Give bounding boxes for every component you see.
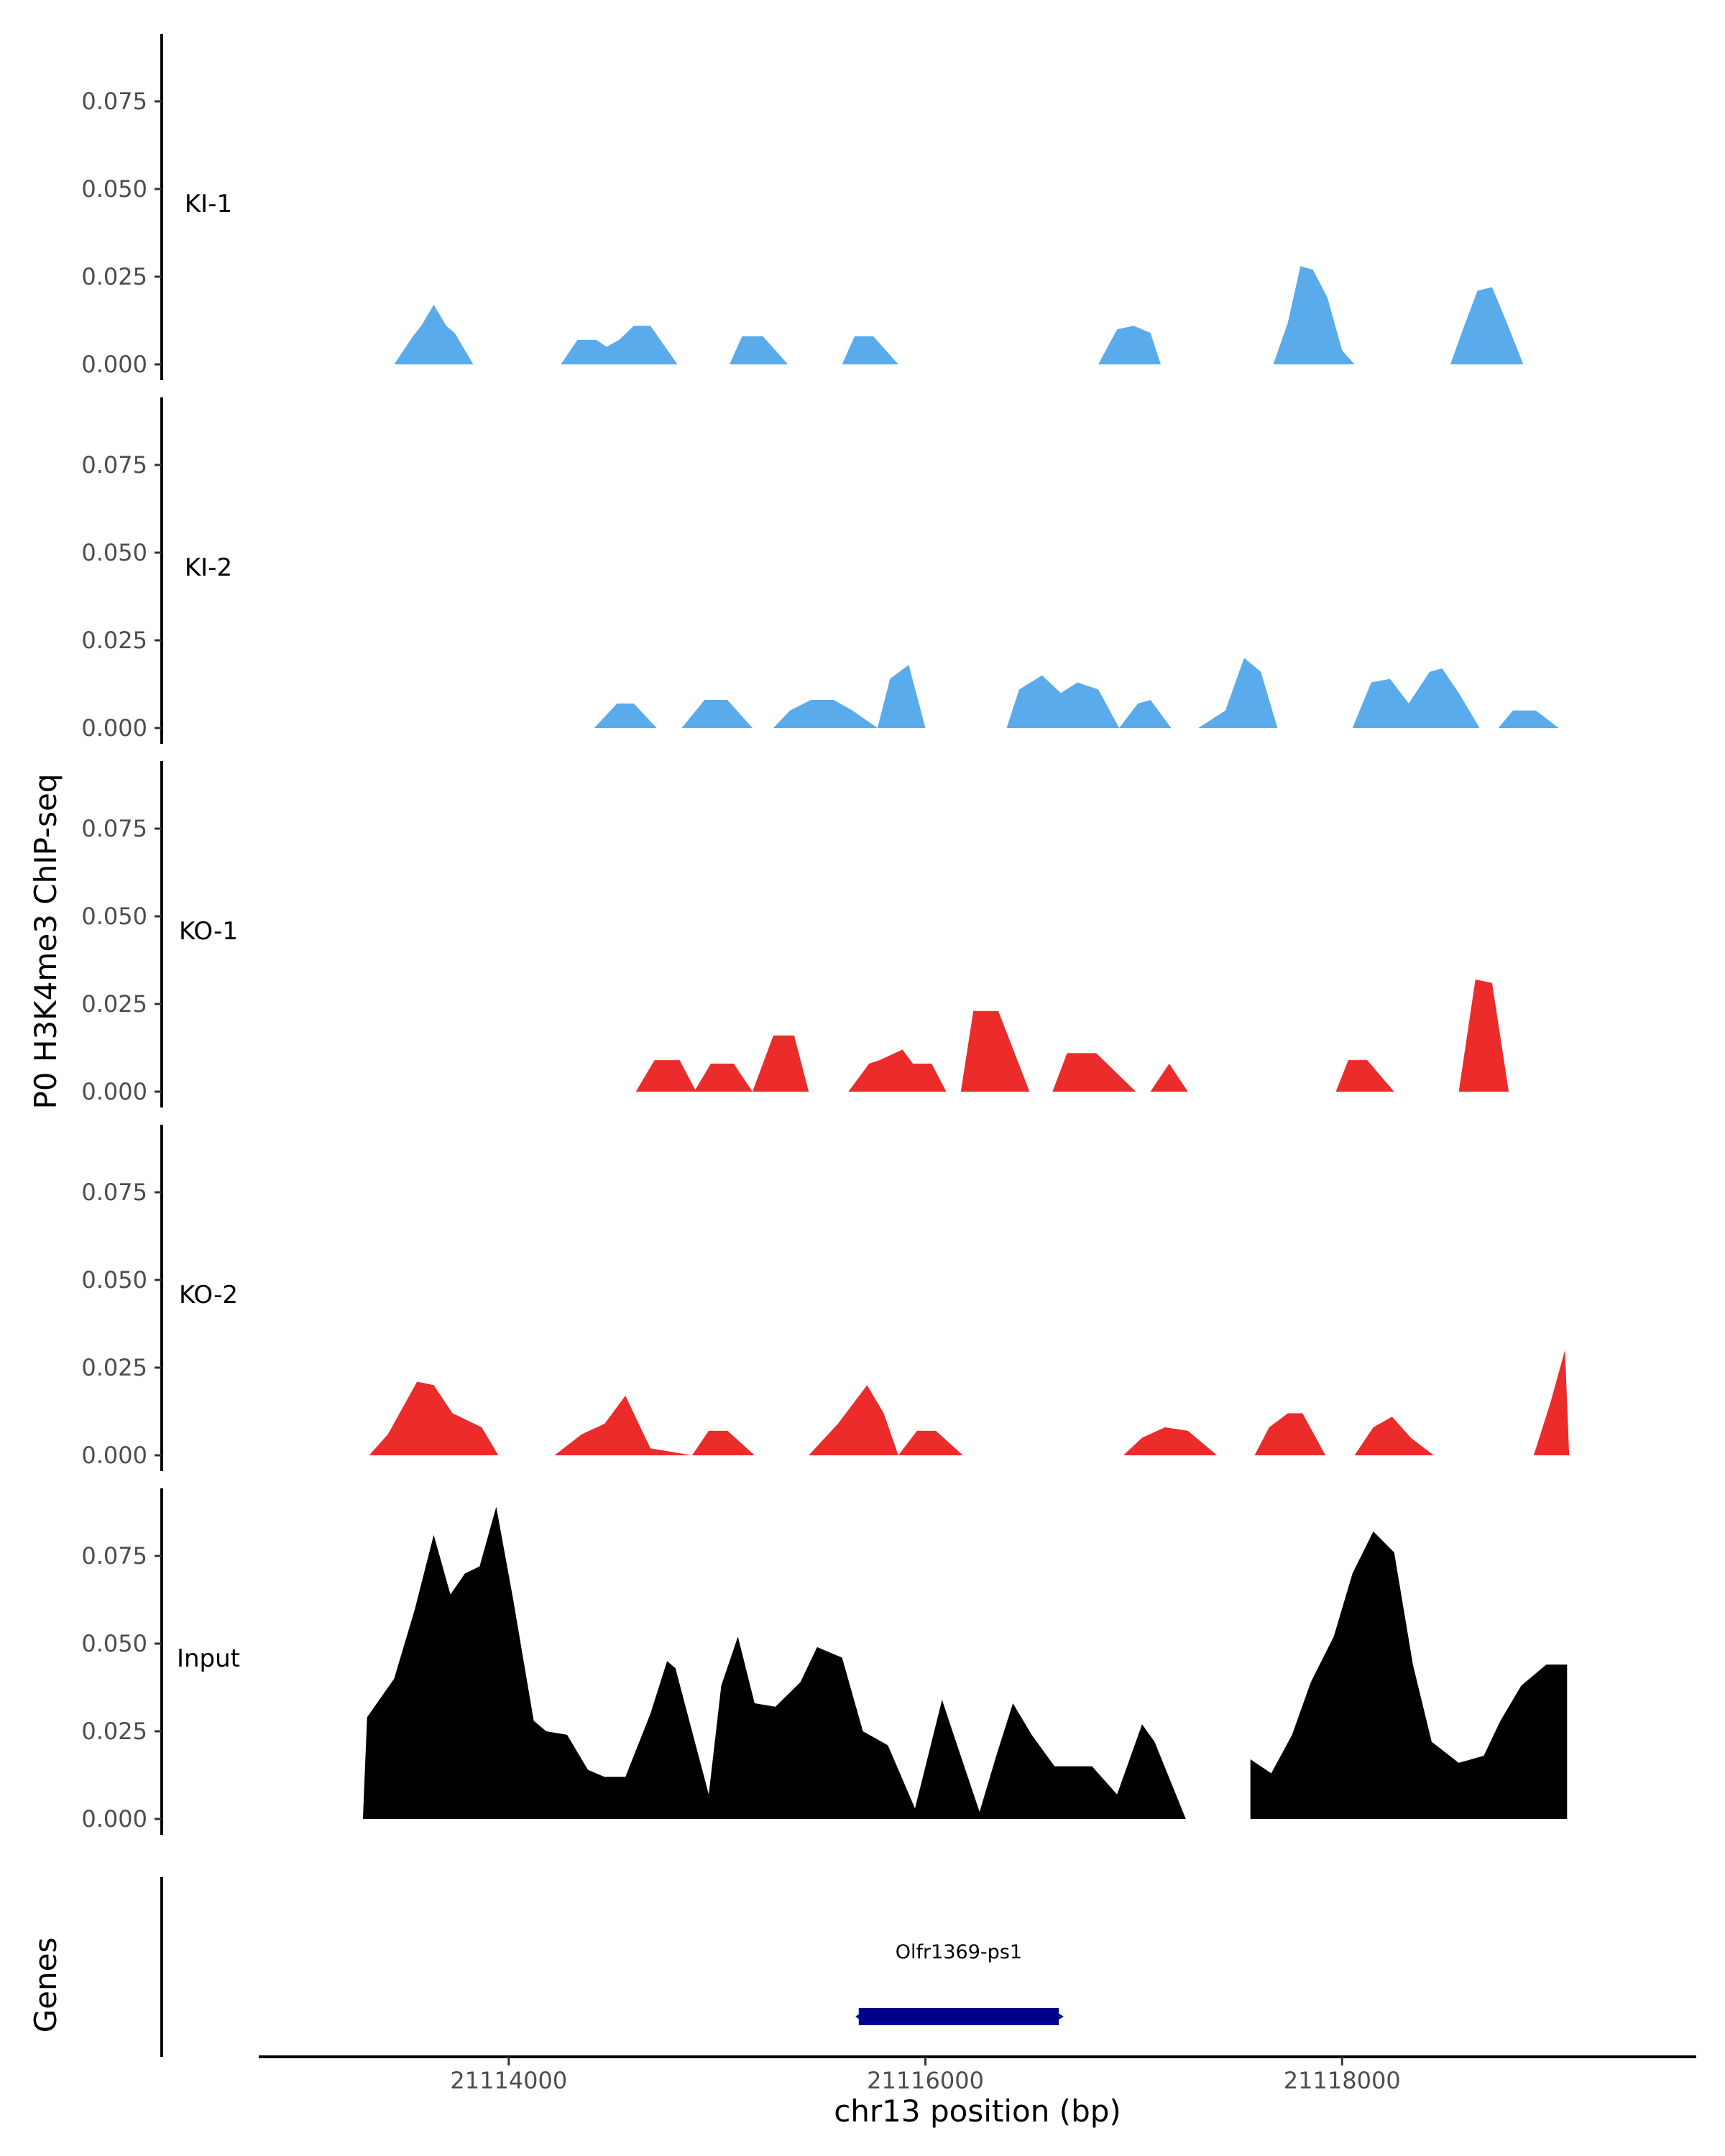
track-label: KO-1 (179, 917, 238, 946)
track-label: KO-2 (179, 1281, 238, 1309)
y-tick-label: 0.000 (81, 351, 147, 378)
signal-area-ko-1 (635, 979, 1509, 1092)
gene-axis-title: Genes (28, 1938, 63, 2033)
track-panels: 0.0000.0250.0500.075KI-10.0000.0250.0500… (81, 34, 1570, 1835)
gene-track: Olfr1369-ps1 (160, 1877, 1064, 2057)
track-input: 0.000 0.025 0.050 0.075 Input (81, 1488, 1568, 1835)
track-ko-2: 0.000 0.025 0.050 0.075 KO-2 (81, 1125, 1570, 1471)
y-tick-label: 0.050 (81, 903, 147, 930)
y-tick-label: 0.050 (81, 175, 147, 203)
y-tick-label: 0.075 (81, 1179, 147, 1206)
y-tick-label: 0.000 (81, 1805, 147, 1833)
y-tick-label: 0.075 (81, 451, 147, 479)
y-tick-label: 0.025 (81, 1354, 147, 1381)
y-tick-label: 0.000 (81, 1442, 147, 1469)
y-tick-label: 0.000 (81, 714, 147, 742)
track-ki-1: 0.000 0.025 0.050 0.075 KI-1 (81, 34, 1524, 380)
x-tick-label: 21114000 (450, 2067, 567, 2094)
y-tick-label: 0.050 (81, 539, 147, 566)
gene-body (858, 2008, 1059, 2025)
y-tick-label: 0.025 (81, 263, 147, 290)
track-label: KI-1 (185, 190, 232, 218)
signal-area-input (362, 1506, 1568, 1819)
track-label: Input (177, 1644, 240, 1673)
y-tick-label: 0.075 (81, 88, 147, 115)
gene-label: Olfr1369-ps1 (896, 1941, 1022, 1963)
y-axis-title: P0 H3K4me3 ChIP-seq (28, 773, 63, 1109)
y-tick-label: 0.025 (81, 990, 147, 1018)
y-tick-label: 0.050 (81, 1630, 147, 1657)
y-tick-label: 0.025 (81, 1718, 147, 1745)
track-ko-1: 0.000 0.025 0.050 0.075 KO-1 (81, 761, 1509, 1107)
strand-arrow-icon (1054, 2011, 1064, 2022)
y-tick-label: 0.075 (81, 1542, 147, 1570)
x-axis: 21114000 21116000 21118000 (259, 2055, 1696, 2094)
signal-area-ki-2 (594, 658, 1559, 728)
x-axis-title: chr13 position (bp) (834, 2093, 1121, 2129)
y-tick-label: 0.000 (81, 1078, 147, 1105)
x-tick-label: 21116000 (867, 2067, 984, 2094)
track-ki-2: 0.000 0.025 0.050 0.075 KI-2 (81, 397, 1559, 744)
y-tick-label: 0.025 (81, 627, 147, 654)
signal-area-ko-2 (369, 1350, 1570, 1455)
track-label: KI-2 (185, 553, 232, 582)
y-tick-label: 0.050 (81, 1266, 147, 1294)
signal-area-ki-1 (394, 266, 1524, 364)
x-tick-label: 21118000 (1284, 2067, 1401, 2094)
y-tick-label: 0.075 (81, 815, 147, 842)
gene-0: Olfr1369-ps1 (855, 1941, 1064, 2025)
strand-arrow-icon (855, 2009, 867, 2024)
